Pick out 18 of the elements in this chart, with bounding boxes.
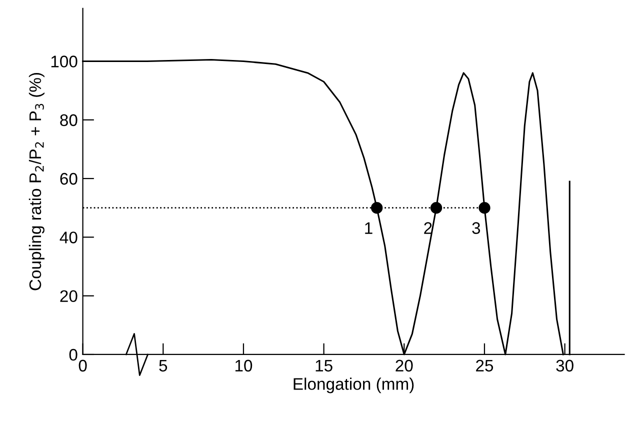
x-tick-label: 0 (78, 360, 87, 372)
x-axis-title: Elongation (mm) (294, 378, 414, 394)
y-tick-label: 0 (69, 348, 78, 361)
annotation: 1 (365, 222, 372, 234)
y-axis-title: Coupling ratio P$_{2}$/P$_{2}$ + P$_{3}$ (%) (28, 72, 44, 290)
x-tick-label: 5 (159, 360, 168, 372)
annotation: 3 (472, 222, 480, 234)
y-tick-label: 100 (51, 56, 78, 68)
x-tick-label: 10 (235, 360, 252, 372)
x-tick-label: 15 (316, 360, 332, 372)
y-tick-label: 80 (60, 114, 78, 126)
y-tick-label: 20 (60, 290, 78, 302)
y-tick-label: 40 (60, 232, 78, 244)
x-tick-label: 20 (396, 360, 413, 372)
x-tick-label: 25 (476, 360, 494, 372)
x-tick-label: 30 (556, 360, 574, 372)
annotation: 2 (424, 222, 432, 234)
y-tick-label: 60 (60, 172, 78, 185)
